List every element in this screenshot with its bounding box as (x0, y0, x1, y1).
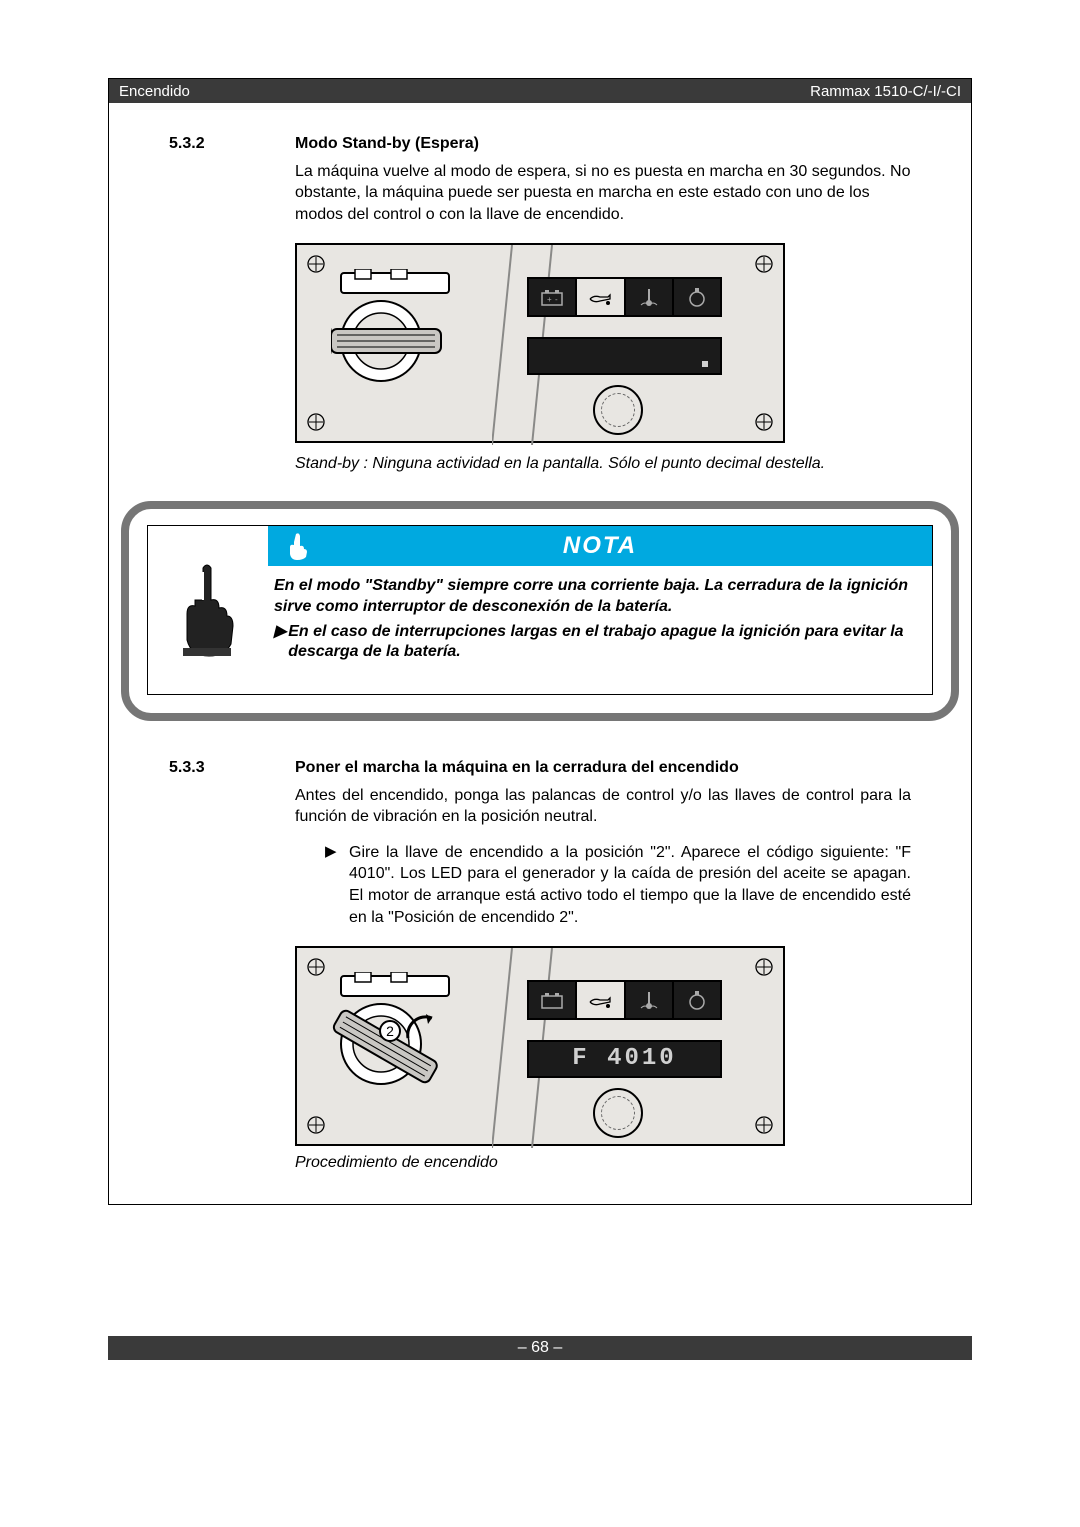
temp-led-icon (626, 982, 674, 1018)
digital-display (527, 337, 722, 375)
battery-led-icon (529, 982, 577, 1018)
screw-icon (755, 958, 773, 976)
section-number: 5.3.2 (169, 133, 295, 155)
control-panel-diagram: +- (295, 243, 785, 443)
section-intro: Antes del encendido, ponga las palancas … (295, 785, 911, 828)
indicator-led-row (527, 980, 722, 1020)
header-left: Encendido (119, 83, 190, 100)
section-title: Poner el marcha la máquina en la cerradu… (295, 757, 911, 779)
hand-point-icon (286, 532, 312, 560)
digital-display: F 4010 (527, 1040, 722, 1078)
temp-led-icon (626, 279, 674, 315)
section-body: La máquina vuelve al modo de espera, si … (295, 161, 911, 226)
screw-icon (755, 413, 773, 431)
screw-icon (755, 1116, 773, 1134)
nota-text: En el modo "Standby" siempre corre una c… (268, 566, 932, 677)
screw-icon (307, 958, 325, 976)
header-right: Rammax 1510-C/-I/-CI (810, 83, 961, 100)
section-title: Modo Stand-by (Espera) (295, 133, 911, 155)
bullet-text: Gire la llave de encendido a la posición… (349, 842, 911, 928)
key-position-label: 2 (379, 1020, 401, 1042)
nota-label: NOTA (563, 530, 637, 562)
section-heading-533: 5.3.3 Poner el marcha la máquina en la c… (169, 757, 911, 779)
figure-standby: +- (295, 243, 911, 443)
svg-text:+: + (547, 295, 552, 304)
figure-caption: Procedimiento de encendido (295, 1152, 911, 1174)
oil-led-icon (577, 279, 625, 315)
pointing-hand-icon (148, 526, 268, 694)
instruction-bullet: ▶ Gire la llave de encendido a la posici… (325, 842, 911, 928)
screw-icon (307, 413, 325, 431)
oil-led-icon (577, 982, 625, 1018)
section-heading-532: 5.3.2 Modo Stand-by (Espera) (169, 133, 911, 155)
screw-icon (755, 255, 773, 273)
triangle-right-icon: ▶ (325, 842, 349, 928)
key-switch-icon (331, 269, 471, 401)
nota-body: NOTA En el modo "Standby" siempre corre … (268, 526, 932, 677)
page-number: – 68 – (518, 1339, 562, 1357)
nota-bullet: ▶ En el caso de interrupciones largas en… (274, 622, 914, 664)
filter-led-icon (674, 982, 720, 1018)
figure-ignition: 2 F 4010 Procedimiento de encendido (295, 946, 911, 1174)
control-panel-diagram: 2 F 4010 (295, 946, 785, 1146)
battery-led-icon: +- (529, 279, 577, 315)
triangle-right-icon: ▶ (274, 622, 288, 664)
manual-page: Encendido Rammax 1510-C/-I/-CI 5.3.2 Mod… (108, 78, 972, 1205)
figure-caption: Stand-by : Ninguna actividad en la panta… (295, 453, 911, 475)
nota-bullet-text: En el caso de interrupciones largas en e… (288, 622, 914, 664)
page-content: 5.3.2 Modo Stand-by (Espera) La máquina … (109, 103, 971, 1204)
nota-callout: NOTA En el modo "Standby" siempre corre … (121, 501, 959, 721)
nota-inner: NOTA En el modo "Standby" siempre corre … (147, 525, 933, 695)
rotation-arrow-icon (402, 1008, 442, 1048)
section-number: 5.3.3 (169, 757, 295, 779)
key-switch-icon (331, 972, 471, 1104)
page-header: Encendido Rammax 1510-C/-I/-CI (109, 79, 971, 103)
nota-paragraph: En el modo "Standby" siempre corre una c… (274, 576, 914, 618)
round-button-icon (593, 385, 643, 435)
nota-header: NOTA (268, 526, 932, 566)
round-button-icon (593, 1088, 643, 1138)
decimal-dot-icon (702, 361, 708, 367)
screw-icon (307, 255, 325, 273)
indicator-led-row: +- (527, 277, 722, 317)
filter-led-icon (674, 279, 720, 315)
display-value: F 4010 (572, 1043, 676, 1075)
svg-text:-: - (555, 295, 558, 304)
page-footer: – 68 – (108, 1336, 972, 1360)
screw-icon (307, 1116, 325, 1134)
